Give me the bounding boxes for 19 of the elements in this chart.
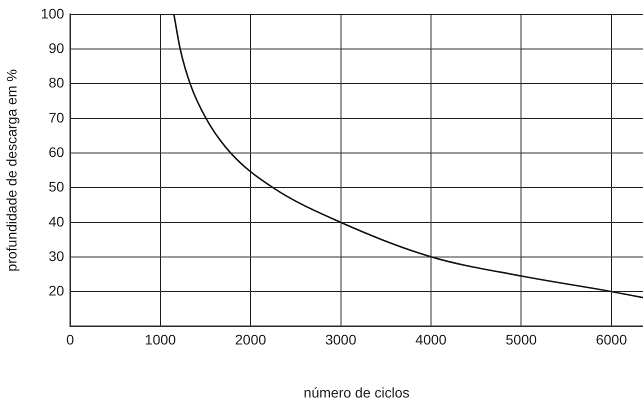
x-axis-title: número de ciclos [304, 384, 410, 400]
x-tick-label: 0 [66, 332, 74, 348]
x-tick-label: 3000 [325, 332, 357, 348]
y-tick-label: 40 [48, 213, 64, 230]
x-tick-label: 2000 [235, 332, 266, 348]
x-tick-label: 4000 [415, 332, 447, 348]
y-tick-label: 60 [48, 144, 64, 160]
y-tick-label: 90 [48, 40, 64, 56]
line-series [173, 14, 643, 298]
x-tick-label: 5000 [506, 332, 537, 348]
y-tick-label: 20 [48, 282, 64, 299]
y-axis-title: profundidade de descarga em % [3, 69, 20, 272]
x-tick-label: 1000 [144, 332, 176, 348]
x-tick-label: 6000 [596, 332, 628, 348]
y-tick-label: 70 [48, 109, 64, 126]
y-tick-label: 50 [48, 178, 64, 195]
y-tick-label: 30 [48, 248, 64, 264]
y-tick-label: 100 [40, 5, 64, 22]
y-tick-label: 80 [48, 74, 64, 91]
